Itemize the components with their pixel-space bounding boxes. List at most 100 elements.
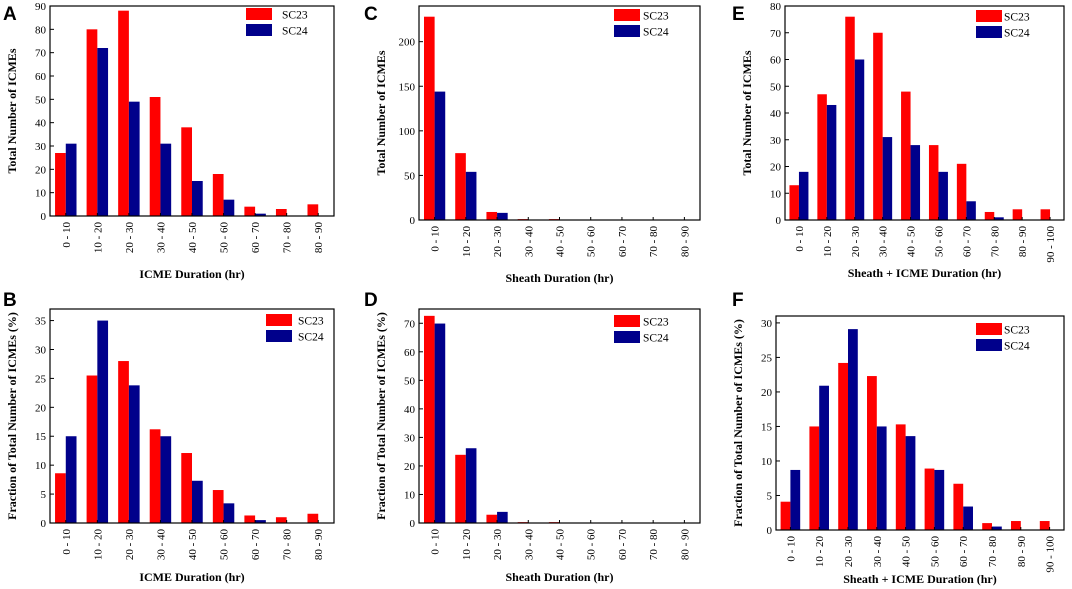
y-tick-label: 50	[770, 81, 782, 93]
bar-sc23-2	[118, 10, 129, 217]
bar-sc23-6	[953, 483, 964, 530]
bar-sc23-5	[212, 490, 224, 523]
bar-sc24-0	[798, 171, 809, 220]
bar-sc24-5	[223, 503, 235, 523]
bar-sc23-3	[149, 97, 161, 216]
x-tick-label: 40 - 50	[187, 222, 199, 254]
bar-sc24-4	[910, 145, 921, 220]
x-tick-label: 80 - 90	[679, 226, 691, 258]
bar-sc23-2	[486, 211, 498, 220]
x-tick-label: 80 - 90	[313, 529, 325, 561]
y-tick-label: 10	[761, 456, 773, 468]
bar-sc23-8	[307, 513, 319, 523]
x-tick-label: 80 - 90	[1016, 536, 1028, 568]
x-tick-label: 70 - 80	[987, 536, 999, 568]
x-axis-label: ICME Duration (hr)	[139, 267, 244, 281]
x-tick-label: 70 - 80	[648, 226, 660, 258]
bar-sc23-7	[275, 209, 287, 216]
legend-swatch-sc24	[614, 25, 640, 37]
bar-sc24-4	[192, 480, 203, 523]
y-axis-label: Fraction of Total Number of ICMEs (%)	[731, 319, 745, 527]
bar-sc23-7	[984, 211, 995, 220]
y-axis-label: Total Number of ICMEs	[740, 50, 754, 175]
x-tick-label: 70 - 80	[282, 222, 294, 254]
bar-sc24-1	[97, 48, 109, 216]
x-tick-label: 30 - 40	[872, 536, 884, 568]
bar-sc23-1	[817, 94, 827, 220]
panel-letter: F	[732, 290, 744, 311]
bar-sc24-5	[938, 171, 948, 220]
y-tick-label: 10	[404, 489, 416, 501]
y-axis-label: Total Number of ICMEs	[374, 50, 388, 175]
bar-sc23-5	[212, 174, 224, 216]
bar-sc24-4	[192, 181, 203, 216]
x-tick-label: 0 - 10	[430, 226, 442, 252]
bar-sc23-4	[181, 453, 192, 523]
plot-frame	[775, 315, 1065, 531]
x-axis-label: ICME Duration (hr)	[139, 570, 244, 584]
legend-swatch-sc24	[976, 26, 1002, 38]
bar-sc24-2	[497, 511, 508, 523]
y-tick-label: 0	[41, 211, 47, 223]
legend-swatch-sc23	[976, 10, 1002, 22]
legend-label-sc24: SC24	[298, 332, 324, 344]
bar-sc24-6	[966, 201, 976, 220]
bar-sc24-2	[497, 212, 508, 220]
y-tick-label: 60	[35, 71, 47, 83]
y-tick-label: 30	[770, 135, 782, 147]
x-tick-label: 10 - 20	[92, 529, 104, 561]
x-tick-label: 10 - 20	[822, 226, 834, 258]
y-tick-label: 20	[35, 164, 47, 176]
bar-sc23-6	[956, 163, 967, 220]
bar-sc23-0	[780, 501, 791, 530]
bar-sc23-4	[895, 424, 906, 530]
x-tick-label: 10 - 20	[461, 529, 473, 561]
bar-sc23-0	[789, 185, 799, 220]
bar-sc24-3	[876, 426, 887, 530]
legend-swatch-sc24	[976, 339, 1002, 351]
bar-sc23-9	[1039, 521, 1050, 530]
panel-E: E 0 10 20 30 40 50 60 70 80 0 - 10 10 - 20 20 - 30 30…	[732, 1, 1065, 280]
legend-label-sc24: SC24	[1004, 28, 1030, 40]
bar-sc24-3	[160, 143, 172, 216]
x-tick-label: 10 - 20	[814, 536, 826, 568]
y-axis-label: Fraction of Total Number of ICMEs (%)	[374, 312, 388, 520]
legend-swatch-sc24	[266, 330, 292, 342]
x-tick-label: 20 - 30	[492, 529, 504, 561]
y-tick-label: 10	[770, 188, 782, 200]
y-tick-label: 20	[761, 387, 773, 399]
y-tick-label: 0	[767, 525, 773, 537]
bar-sc24-3	[882, 137, 893, 220]
bar-sc23-6	[244, 515, 256, 523]
bar-sc23-2	[486, 514, 498, 523]
x-tick-label: 30 - 40	[878, 226, 890, 258]
y-tick-label: 25	[35, 373, 47, 385]
bar-sc24-7	[994, 217, 1004, 220]
bar-sc23-4	[901, 91, 911, 220]
bar-sc23-1	[809, 426, 820, 530]
x-tick-label: 10 - 20	[461, 226, 473, 258]
x-tick-label: 30 - 40	[155, 222, 167, 254]
y-tick-label: 20	[770, 162, 782, 174]
panel-letter: E	[732, 4, 745, 25]
x-tick-label: 20 - 30	[124, 529, 136, 561]
y-tick-label: 25	[761, 352, 773, 364]
x-tick-label: 30 - 40	[523, 226, 535, 258]
bar-sc23-0	[55, 153, 66, 216]
x-tick-label: 80 - 90	[1017, 226, 1029, 258]
panel-letter: D	[364, 290, 378, 311]
bar-sc23-1	[455, 454, 466, 523]
y-tick-label: 40	[404, 404, 416, 416]
bar-sc24-1	[819, 385, 829, 530]
x-axis-label: Sheath Duration (hr)	[505, 570, 613, 584]
x-tick-label: 70 - 80	[282, 529, 294, 561]
x-tick-label: 20 - 30	[850, 226, 862, 258]
x-tick-label: 60 - 70	[961, 226, 973, 258]
legend-swatch-sc24	[614, 331, 640, 343]
x-tick-label: 40 - 50	[901, 536, 913, 568]
bar-sc23-3	[149, 429, 161, 523]
y-tick-label: 40	[770, 108, 782, 120]
y-tick-label: 80	[35, 24, 47, 36]
x-tick-label: 40 - 50	[187, 529, 199, 561]
bar-sc24-6	[255, 520, 266, 523]
